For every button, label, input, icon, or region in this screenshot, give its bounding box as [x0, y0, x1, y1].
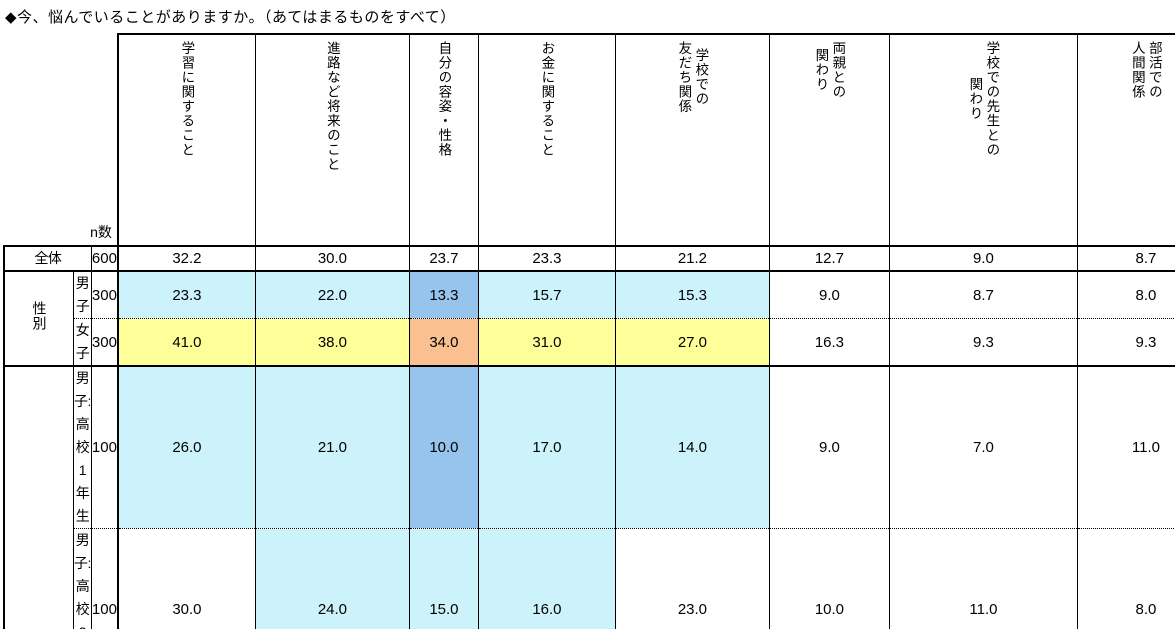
data-cell: 11.0	[889, 529, 1077, 629]
data-cell: 15.7	[478, 271, 615, 319]
data-cell: 26.0	[118, 366, 256, 529]
data-cell: 27.0	[615, 319, 769, 367]
vertical-text: 学校での先生との 関わり	[966, 41, 1000, 157]
column-header: 両親との 関わり	[769, 34, 889, 246]
survey-table: n数 学習に関すること 進路など将来のこと 自分の容姿・性格 お金に関すること 学校での …	[3, 33, 1175, 629]
data-cell: 8.0	[1077, 271, 1175, 319]
n-value: 600	[91, 246, 118, 271]
data-cell: 14.0	[615, 366, 769, 529]
data-cell: 38.0	[255, 319, 409, 367]
vertical-text: 両親との 関わり	[812, 41, 846, 99]
data-cell: 7.0	[889, 366, 1077, 529]
data-cell: 23.3	[478, 246, 615, 271]
n-value: 300	[91, 319, 118, 367]
data-cell: 32.2	[118, 246, 256, 271]
data-cell: 10.0	[769, 529, 889, 629]
data-cell: 10.0	[409, 366, 478, 529]
group-label: 性学年別	[4, 366, 74, 629]
row-label: 男子	[74, 271, 92, 319]
data-cell: 9.0	[769, 271, 889, 319]
column-header: お金に関すること	[478, 34, 615, 246]
row-label: 男子:高校2年生	[74, 529, 92, 629]
column-header: 学習に関すること	[118, 34, 256, 246]
data-cell: 41.0	[118, 319, 256, 367]
data-cell: 16.0	[478, 529, 615, 629]
data-cell: 9.0	[769, 366, 889, 529]
data-cell: 15.3	[615, 271, 769, 319]
column-header: 自分の容姿・性格	[409, 34, 478, 246]
vertical-text: 学校での 友だち関係	[675, 41, 709, 114]
column-header: 学校での先生との 関わり	[889, 34, 1077, 246]
data-cell: 30.0	[118, 529, 256, 629]
page-title: ◆今、悩んでいることがありますか。（あてはまるものをすべて）	[5, 6, 1173, 27]
row-label: 女子	[74, 319, 92, 367]
data-cell: 23.3	[118, 271, 256, 319]
data-cell: 15.0	[409, 529, 478, 629]
data-cell: 22.0	[255, 271, 409, 319]
n-value: 100	[91, 529, 118, 629]
data-cell: 13.3	[409, 271, 478, 319]
column-header: 学校での 友だち関係	[615, 34, 769, 246]
vertical-text: 部活での 人間関係	[1129, 41, 1163, 99]
data-cell: 9.3	[889, 319, 1077, 367]
vertical-text: 自分の容姿・性格	[435, 41, 452, 157]
vertical-text: お金に関すること	[538, 41, 555, 157]
data-cell: 21.2	[615, 246, 769, 271]
column-header: 部活での 人間関係	[1077, 34, 1175, 246]
group-label: 性別	[4, 271, 74, 366]
vertical-text: 性別	[31, 301, 48, 331]
data-cell: 23.0	[615, 529, 769, 629]
data-cell: 12.7	[769, 246, 889, 271]
data-cell: 11.0	[1077, 366, 1175, 529]
data-cell: 8.7	[1077, 246, 1175, 271]
data-cell: 23.7	[409, 246, 478, 271]
column-header: 進路など将来のこと	[255, 34, 409, 246]
data-cell: 8.7	[889, 271, 1077, 319]
data-cell: 17.0	[478, 366, 615, 529]
n-value: 100	[91, 366, 118, 529]
data-cell: 9.3	[1077, 319, 1175, 367]
n-count-header: n数	[90, 222, 112, 242]
data-cell: 21.0	[255, 366, 409, 529]
data-cell: 34.0	[409, 319, 478, 367]
data-cell: 30.0	[255, 246, 409, 271]
vertical-text: 進路など将来のこと	[324, 41, 341, 172]
n-value: 300	[91, 271, 118, 319]
row-label: 全体	[4, 246, 91, 271]
data-cell: 24.0	[255, 529, 409, 629]
data-cell: 16.3	[769, 319, 889, 367]
row-label: 男子:高校1年生	[74, 366, 92, 529]
table-corner: n数	[4, 34, 118, 246]
data-cell: 9.0	[889, 246, 1077, 271]
data-cell: 8.0	[1077, 529, 1175, 629]
data-cell: 31.0	[478, 319, 615, 367]
vertical-text: 学習に関すること	[178, 41, 195, 157]
